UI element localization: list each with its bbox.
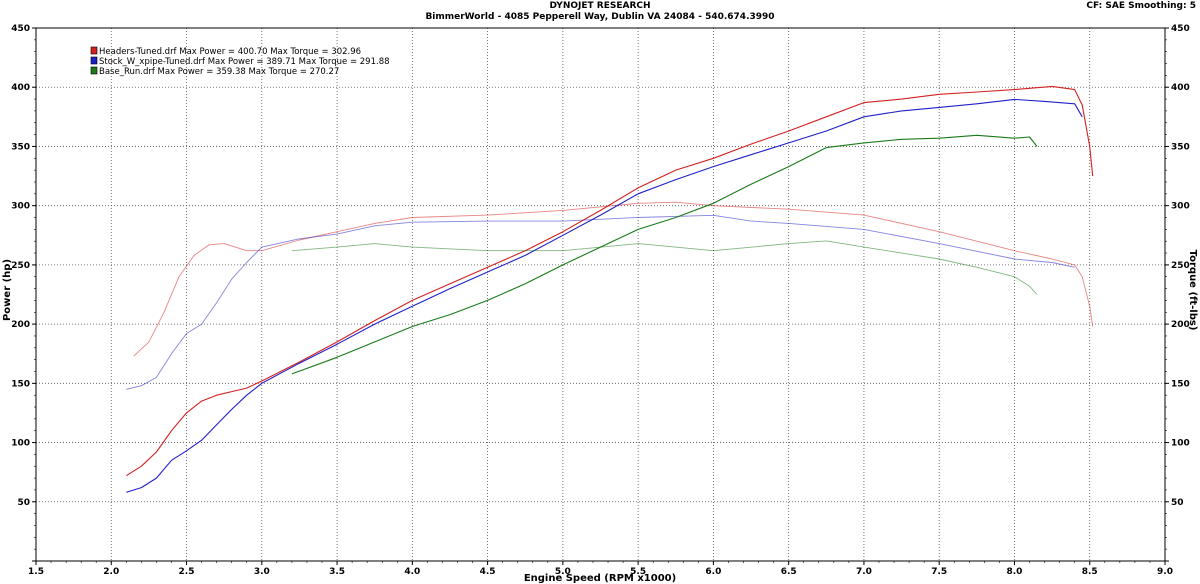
x-tick-label: 4.5 bbox=[480, 567, 496, 577]
power-line-base-run-drf bbox=[291, 134, 1038, 375]
x-tick-label: 6.5 bbox=[781, 567, 797, 577]
y-tick-label: 250 bbox=[11, 261, 30, 271]
y-tick-label: 400 bbox=[11, 83, 30, 93]
y2-tick-label: 200 bbox=[1171, 320, 1190, 330]
series-layer bbox=[126, 85, 1094, 493]
legend-swatch bbox=[90, 56, 98, 65]
x-tick-label: 5.0 bbox=[555, 567, 571, 577]
legend-swatch bbox=[90, 66, 98, 75]
x-tick-label: 8.5 bbox=[1082, 567, 1098, 577]
y-tick-label: 200 bbox=[11, 320, 30, 330]
x-tick-label: 4.0 bbox=[404, 567, 420, 577]
y2-tick-label: 100 bbox=[1171, 439, 1190, 449]
legend: Headers-Tuned.drf Max Power = 400.70 Max… bbox=[90, 46, 390, 77]
x-tick-label: 2.5 bbox=[179, 567, 195, 577]
power-line-stock-w-xpipe-tuned-drf bbox=[126, 98, 1083, 493]
y-tick-label: 150 bbox=[11, 379, 30, 389]
legend-entry: Stock_W_xpipe-Tuned.drf Max Power = 389.… bbox=[99, 57, 390, 67]
chart-subtitle: BimmerWorld - 4085 Pepperell Way, Dublin… bbox=[425, 12, 775, 22]
y2-tick-label: 300 bbox=[1171, 202, 1190, 212]
y-axis-left: 50 100 150 200 250 300 350 400 450 bbox=[11, 24, 36, 562]
y-tick-label: 450 bbox=[11, 24, 30, 34]
y2-tick-label: 400 bbox=[1171, 83, 1190, 93]
y-axis-right: 50 100 150 200 250 300 350 400 450 bbox=[1165, 24, 1190, 562]
y-tick-label: 100 bbox=[11, 439, 30, 449]
y-axis-label: Power (hp) bbox=[2, 259, 13, 321]
x-tick-label: 8.0 bbox=[1006, 567, 1022, 577]
torque-line-headers-tuned-drf bbox=[133, 201, 1094, 357]
x-tick-label: 6.0 bbox=[705, 567, 721, 577]
legend-entry: Base_Run.drf Max Power = 359.38 Max Torq… bbox=[99, 67, 339, 77]
x-axis: 1.5 2.0 2.5 3.0 3.5 4.0 4.5 5.0 5.5 6.0 6.5 7.0 7.5 8… bbox=[28, 561, 1173, 577]
legend-swatch bbox=[90, 46, 98, 55]
torque-line-base-run-drf bbox=[291, 240, 1038, 295]
y-tick-label: 350 bbox=[11, 142, 30, 152]
y2-tick-label: 150 bbox=[1171, 379, 1190, 389]
x-tick-label: 3.0 bbox=[254, 567, 270, 577]
x-tick-label: 9.0 bbox=[1157, 567, 1173, 577]
y2-tick-label: 50 bbox=[1171, 498, 1184, 508]
x-tick-label: 5.5 bbox=[630, 567, 646, 577]
plot-frame bbox=[35, 27, 1166, 562]
y2-axis-label: Torque (ft-lbs) bbox=[1187, 250, 1198, 331]
chart-title: DYNOJET RESEARCH bbox=[549, 1, 651, 11]
x-tick-label: 1.5 bbox=[28, 567, 44, 577]
y2-tick-label: 350 bbox=[1171, 142, 1190, 152]
x-tick-label: 7.5 bbox=[931, 567, 947, 577]
x-tick-label: 7.0 bbox=[856, 567, 872, 577]
y-tick-label: 300 bbox=[11, 202, 30, 212]
torque-line-stock-w-xpipe-tuned-drf bbox=[126, 214, 1075, 390]
y-tick-label: 50 bbox=[17, 498, 30, 508]
power-line-headers-tuned-drf bbox=[126, 85, 1094, 477]
grid-lines bbox=[36, 28, 1165, 561]
legend-entry: Headers-Tuned.drf Max Power = 400.70 Max… bbox=[99, 47, 361, 57]
x-tick-label: 2.0 bbox=[103, 567, 119, 577]
x-tick-label: 3.5 bbox=[329, 567, 345, 577]
correction-info: CF: SAE Smoothing: 5 bbox=[1086, 1, 1196, 11]
x-axis-label: Engine Speed (RPM x1000) bbox=[524, 573, 676, 584]
y2-tick-label: 250 bbox=[1171, 261, 1190, 271]
y2-tick-label: 450 bbox=[1171, 24, 1190, 34]
